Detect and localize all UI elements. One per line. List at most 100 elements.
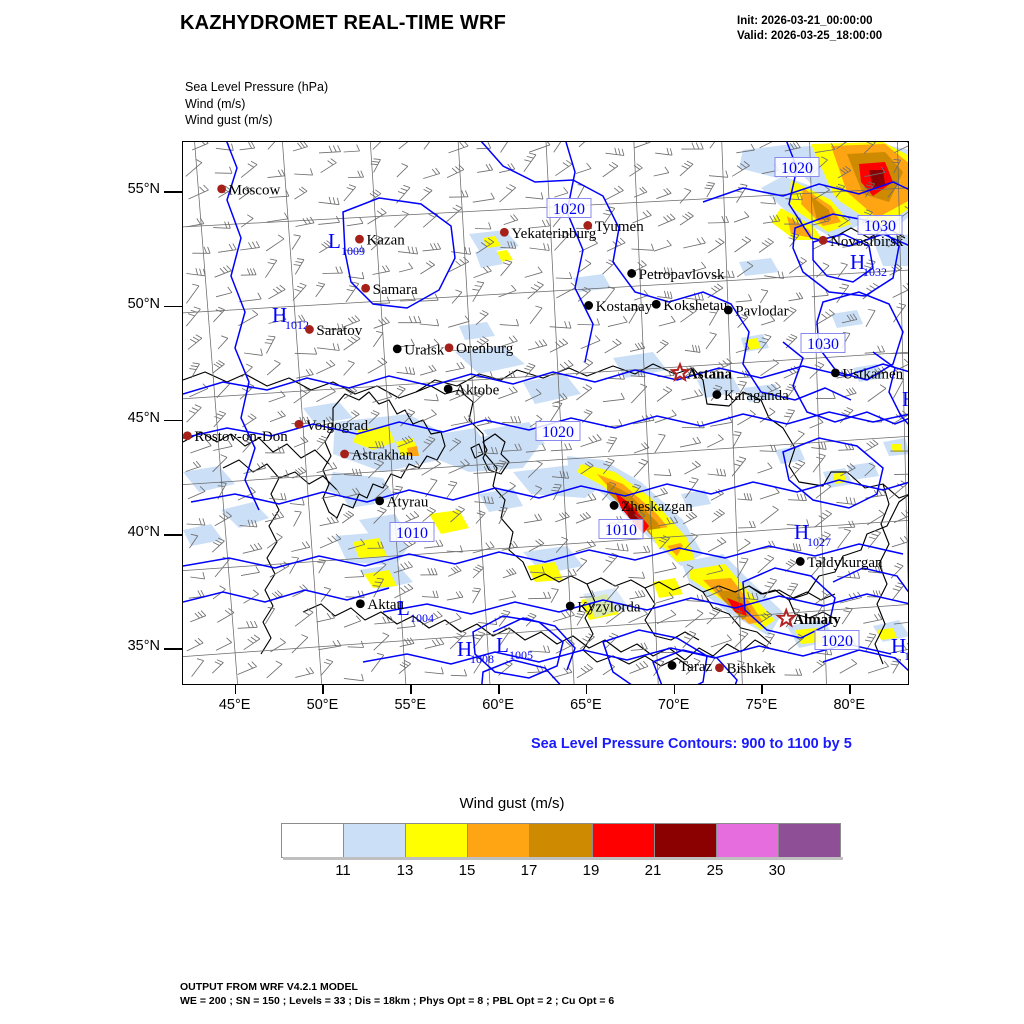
city-marker[interactable]: Petropavlovsk bbox=[627, 267, 725, 283]
city-dot-icon bbox=[340, 449, 349, 459]
longitude-tick-label: 45°E bbox=[218, 697, 251, 713]
pressure-center-value: 10 bbox=[904, 649, 909, 663]
city-marker[interactable]: Aktau bbox=[355, 597, 405, 613]
high-low-labels: L1009H1012H1032H1027L1004H1008L1005H1030… bbox=[272, 229, 909, 666]
valid-time: Valid: 2026-03-25_18:00:00 bbox=[737, 30, 883, 42]
city-marker[interactable]: Kostanay bbox=[584, 299, 653, 315]
city-dot-icon bbox=[609, 501, 619, 510]
city-label: Orenburg bbox=[456, 341, 514, 357]
city-dot-icon bbox=[355, 234, 364, 244]
pressure-contour-label: 1020 bbox=[553, 201, 585, 218]
city-marker[interactable]: Novosibirsk bbox=[818, 234, 904, 250]
city-marker[interactable]: Taldykurgan bbox=[795, 555, 883, 571]
city-marker[interactable]: Samara bbox=[361, 282, 418, 298]
capital-star-icon bbox=[669, 361, 691, 382]
city-marker[interactable]: Saratov bbox=[305, 323, 363, 339]
longitude-tick-label: 50°E bbox=[306, 697, 339, 713]
latitude-tick-mark bbox=[164, 648, 182, 651]
pressure-contour-label: 1020 bbox=[542, 424, 574, 441]
slp-contours bbox=[183, 142, 908, 684]
run-info: Init: 2026-03-21_00:00:00 Valid: 2026-03… bbox=[737, 14, 882, 44]
city-marker[interactable]: Kokshetau bbox=[651, 298, 728, 314]
city-marker[interactable]: Kyzylorda bbox=[565, 600, 641, 616]
map-panel[interactable]: 1020 1020 1030 1030 1020 1010 1010 1020 L 1009 H 1… bbox=[128, 141, 909, 713]
colorbar-swatch[interactable] bbox=[777, 824, 840, 857]
longitude-tick-mark bbox=[849, 685, 851, 694]
colorbar-swatch[interactable] bbox=[282, 824, 344, 857]
city-label: Taldykurgan bbox=[807, 555, 883, 571]
pressure-contour-label: 1030 bbox=[807, 336, 839, 353]
high-pressure-label: H bbox=[272, 303, 287, 327]
city-marker[interactable]: Yekaterinburg bbox=[499, 226, 597, 242]
longitude-tick-mark bbox=[322, 685, 325, 694]
colorbar-swatch[interactable] bbox=[405, 824, 468, 857]
colorbar-tick-label: 21 bbox=[644, 862, 662, 879]
city-marker[interactable]: Kazan bbox=[355, 233, 405, 249]
colorbar-swatch[interactable] bbox=[653, 824, 716, 857]
city-marker[interactable]: Orenburg bbox=[444, 341, 514, 357]
high-pressure-label: H bbox=[891, 634, 906, 658]
city-marker[interactable]: Volgograd bbox=[294, 418, 369, 434]
field-legend-slp: Sea Level Pressure (hPa) bbox=[185, 80, 329, 94]
city-dot-icon bbox=[715, 663, 724, 673]
city-marker[interactable]: Almaty bbox=[775, 607, 841, 628]
colorbar-title: Wind gust (m/s) bbox=[459, 795, 565, 812]
city-label: Kazan bbox=[366, 233, 405, 249]
high-pressure-label: H bbox=[457, 637, 472, 661]
longitude-tick-mark bbox=[673, 685, 676, 694]
city-label: Kokshetau bbox=[663, 298, 728, 314]
city-marker[interactable]: Bishkek bbox=[715, 661, 776, 677]
city-label: Astrakhan bbox=[352, 448, 414, 464]
latitude-tick-mark bbox=[164, 534, 182, 536]
city-marker[interactable]: Astrakhan bbox=[340, 448, 414, 464]
longitude-tick-mark bbox=[585, 685, 588, 694]
city-marker[interactable]: Zheskazgan bbox=[609, 499, 694, 515]
longitude-tick-mark bbox=[234, 685, 237, 694]
city-marker[interactable]: Tyumen bbox=[583, 219, 644, 235]
colorbar-swatch[interactable] bbox=[529, 824, 592, 857]
city-label: Taraz bbox=[679, 659, 712, 675]
city-dot-icon bbox=[444, 343, 454, 353]
city-marker[interactable]: Aktobe bbox=[443, 382, 500, 398]
colorbar-tick-label: 11 bbox=[335, 862, 351, 879]
city-dot-icon bbox=[667, 661, 677, 670]
city-label: Atyrau bbox=[387, 494, 429, 510]
colorbar-swatch[interactable] bbox=[343, 824, 406, 857]
colorbar-tick-label: 15 bbox=[458, 862, 476, 879]
colorbar[interactable] bbox=[281, 823, 841, 858]
city-marker[interactable]: Astana bbox=[669, 361, 733, 382]
city-dot-icon bbox=[217, 184, 227, 194]
low-pressure-label: L bbox=[328, 229, 341, 253]
city-marker[interactable]: Taraz bbox=[667, 659, 713, 675]
city-marker[interactable]: Atyrau bbox=[375, 494, 429, 510]
map-frame[interactable]: 1020 1020 1030 1030 1020 1010 1010 1020 L 1009 H 1… bbox=[182, 141, 909, 685]
city-dot-icon bbox=[627, 269, 637, 278]
pressure-center-value: 1005 bbox=[509, 648, 533, 662]
field-legend-wind: Wind (m/s) bbox=[185, 96, 246, 111]
city-dot-icon bbox=[584, 301, 594, 310]
init-time: Init: 2026-03-21_00:00:00 bbox=[737, 15, 873, 27]
city-marker[interactable]: Ustkamen bbox=[830, 366, 904, 382]
low-pressure-label: L bbox=[397, 596, 410, 620]
page-title: KAZHYDROMET REAL-TIME WRF bbox=[180, 12, 507, 34]
latitude-tick-label: 45°N bbox=[127, 409, 160, 426]
city-marker[interactable]: Pavlodar bbox=[723, 304, 789, 320]
city-dot-icon bbox=[712, 390, 722, 399]
city-marker[interactable]: Uralsk bbox=[392, 342, 445, 358]
city-label: Ustkamen bbox=[842, 366, 903, 382]
colorbar-swatch[interactable] bbox=[591, 824, 654, 857]
colorbar-swatch[interactable] bbox=[467, 824, 530, 857]
city-dot-icon bbox=[830, 368, 840, 378]
city-marker[interactable]: Moscow bbox=[217, 182, 280, 198]
city-dot-icon bbox=[723, 305, 733, 315]
high-pressure-label: H bbox=[794, 520, 809, 544]
colorbar-swatch[interactable] bbox=[715, 824, 778, 857]
latitude-tick-mark bbox=[164, 191, 182, 193]
pressure-center-value: 1012 bbox=[285, 318, 309, 332]
city-label: Samara bbox=[373, 282, 418, 298]
capital-star-icon bbox=[775, 607, 798, 628]
city-marker[interactable]: Karaganda bbox=[712, 388, 789, 404]
city-marker[interactable]: Rostov-on-Don bbox=[183, 429, 288, 445]
